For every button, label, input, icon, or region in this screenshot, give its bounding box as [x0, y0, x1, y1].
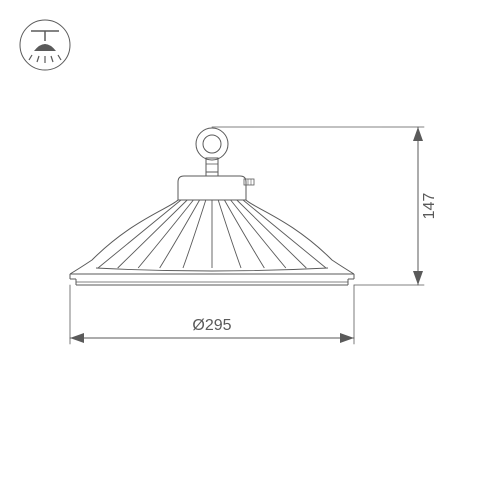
dimension-label: Ø295	[192, 317, 231, 334]
dimension-label: 147	[421, 193, 438, 220]
highbay-lamp-drawing	[70, 128, 354, 285]
ceiling-lamp-icon	[20, 20, 70, 70]
